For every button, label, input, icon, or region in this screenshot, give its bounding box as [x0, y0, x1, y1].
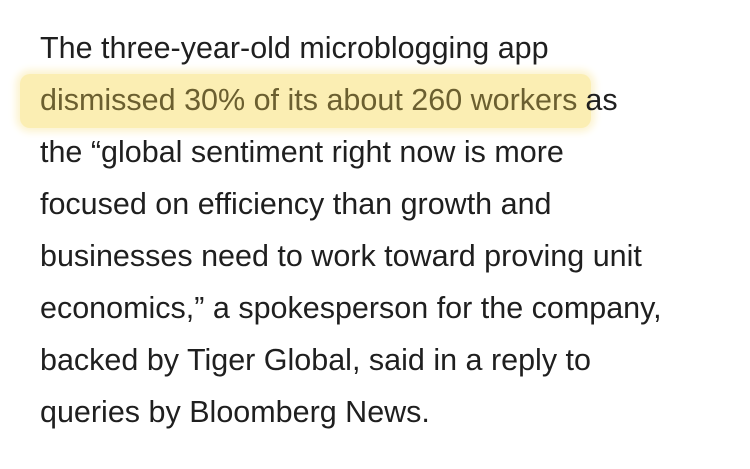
line-text: as [585, 83, 618, 117]
line-text: economics,” a spokesperson for the compa… [40, 291, 662, 325]
highlighted-phrase: dismissed 30% of its about 260 workers [19, 74, 592, 128]
line-text: The three-year-old microblogging app [40, 31, 549, 65]
text-line: economics,” a spokesperson for the compa… [40, 282, 662, 334]
line-text: businesses need to work toward proving u… [40, 239, 642, 273]
text-line: focused on efficiency than growth and [40, 178, 552, 230]
text-line: The three-year-old microblogging app [40, 22, 549, 74]
line-text: queries by Bloomberg News. [40, 395, 430, 429]
text-line: dismissed 30% of its about 260 workers as [19, 74, 618, 128]
text-line: the “global sentiment right now is more [40, 126, 564, 178]
line-text: focused on efficiency than growth and [40, 187, 552, 221]
line-text: the “global sentiment right now is more [40, 135, 564, 169]
text-line: queries by Bloomberg News. [40, 386, 430, 438]
text-line: businesses need to work toward proving u… [40, 230, 642, 282]
line-text: backed by Tiger Global, said in a reply … [40, 343, 591, 377]
text-line: backed by Tiger Global, said in a reply … [40, 334, 591, 386]
